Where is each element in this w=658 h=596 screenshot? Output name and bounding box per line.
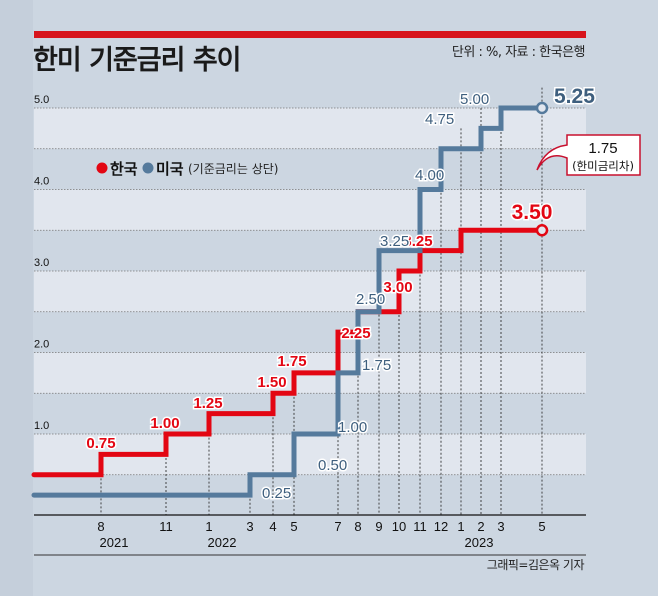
x-tick-month: 7 [334,519,341,534]
korea-rate-line [31,227,545,478]
left-strip [0,0,33,596]
legend-note: (기준금리는 상단) [188,162,278,176]
callout-value: 1.75 [588,140,617,157]
korea-step-label: 1.00 [150,415,179,432]
callout-label: (한미금리차) [572,159,634,173]
korea-step-label: 2.25 [341,325,370,342]
x-tick-month: 11 [413,519,427,534]
x-tick-year: 2021 [100,535,129,550]
legend-korea-label: 한국 [110,160,138,178]
background-bands [0,0,586,596]
x-tick-month: 5 [538,519,545,534]
x-tick-month: 1 [457,519,464,534]
x-tick-month: 8 [354,519,361,534]
value-labels: 0.75 1.00 1.25 1.50 1.75 2.25 3.00 3.25 0.25 0.50… [85,84,597,504]
rate-gap-callout: 1.75 (한미금리차) [536,134,641,176]
us-end-marker [535,101,549,115]
x-tick-month: 4 [269,519,276,534]
us-step-label: 2.50 [356,291,385,308]
x-tick-month: 3 [497,519,504,534]
y-tick-label: 3.0 [34,257,49,269]
x-tick-year: 2023 [465,535,494,550]
us-step-label: 1.00 [338,419,367,436]
x-tick-month: 3 [246,519,253,534]
page-title: 한미 기준금리 추이 [33,45,242,76]
us-step-label: 5.00 [460,91,489,108]
korea-step-label: 1.50 [257,374,286,391]
us-step-label: 0.50 [318,457,347,474]
korea-step-label: 1.25 [193,395,222,412]
y-tick-label: 2.0 [34,339,49,351]
x-tick-month: 9 [375,519,382,534]
y-tick-label: 5.0 [34,94,49,106]
x-tick-year: 2022 [208,535,237,550]
korea-step-label: 1.75 [277,353,306,370]
band-light [34,271,586,312]
legend-korea-dot [96,162,108,174]
graphic-credit: 그래픽=김은옥 기자 [486,558,585,572]
legend-us-dot [142,162,154,174]
source-note: 단위 : %, 자료 : 한국은행 [451,45,586,60]
korea-step-label: 0.75 [86,435,115,452]
x-tick-month: 8 [97,519,104,534]
korea-step-label: 3.00 [383,279,412,296]
us-step-label: 0.25 [262,485,291,502]
x-tick-month: 5 [290,519,297,534]
y-tick-label: 1.0 [34,420,49,432]
x-tick-month: 10 [392,519,406,534]
us-step-label: 4.75 [425,111,454,128]
legend: 한국 미국 (기준금리는 상단) [96,160,278,178]
us-rate-line [31,105,545,498]
us-step-label: 3.25 [380,233,409,250]
us-step-label: 4.00 [415,167,444,184]
series-lines [31,101,549,498]
korea-end-label: 3.50 [512,201,553,224]
x-tick-month: 12 [434,519,448,534]
korea-step-label: 3.25 [403,233,432,250]
us-step-label: 1.75 [362,357,391,374]
title-accent-bar [34,31,586,38]
y-tick-label: 4.0 [34,176,49,188]
x-tick-month: 11 [159,519,173,534]
callout-bubble [536,134,641,176]
korea-end-marker [535,224,549,237]
band-light [34,189,586,231]
x-tick-month: 2 [477,519,484,534]
legend-us-label: 미국 [156,160,184,178]
x-tick-month: 1 [205,519,212,534]
us-end-label: 5.25 [554,85,595,108]
